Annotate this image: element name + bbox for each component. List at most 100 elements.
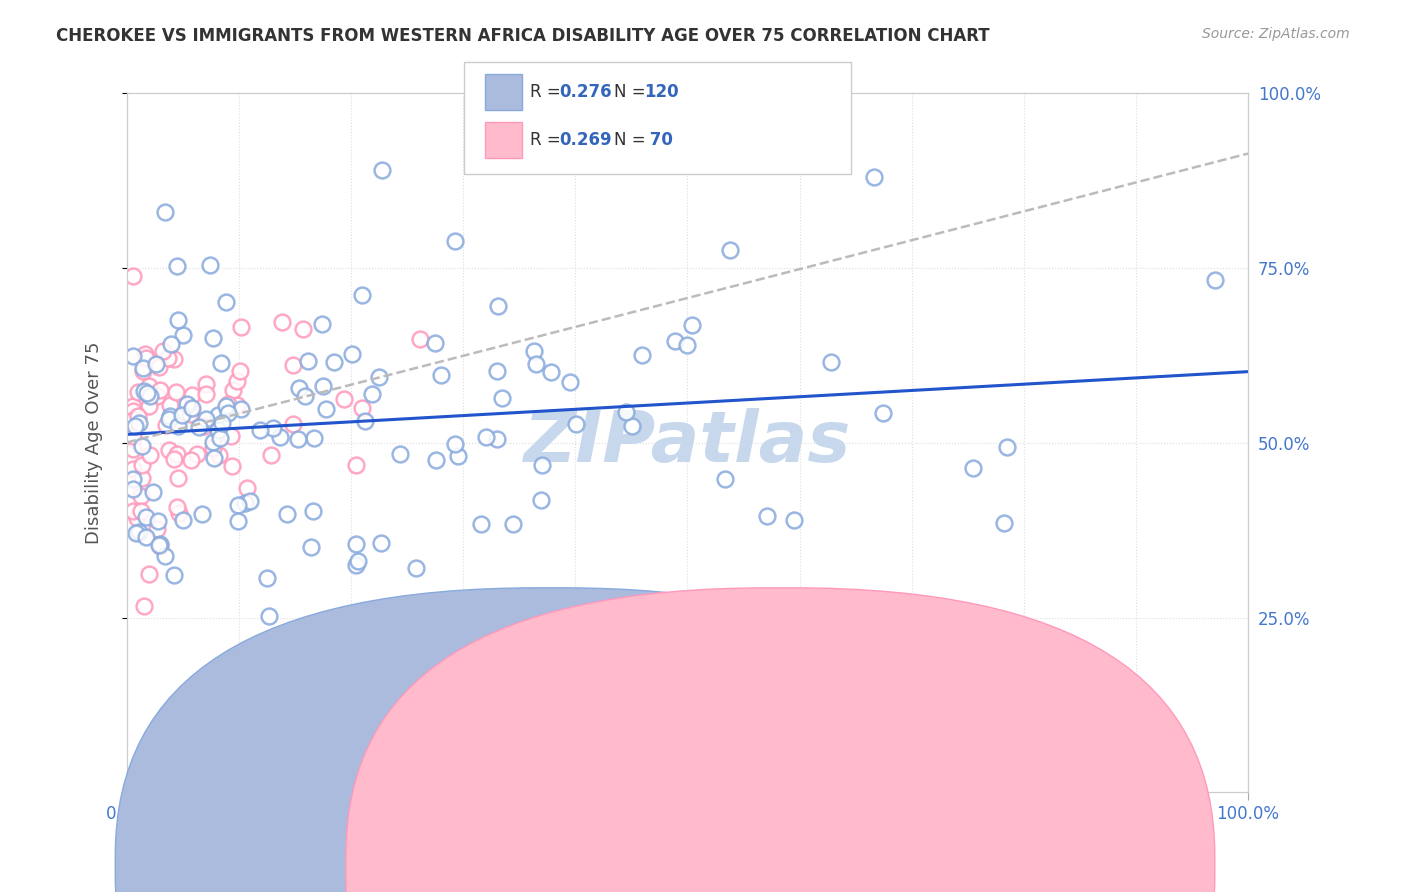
- Point: [209, 356, 232, 370]
- Point: [782, 512, 804, 526]
- Point: [446, 449, 468, 463]
- Point: [287, 381, 309, 395]
- Point: [233, 496, 256, 510]
- Point: [160, 337, 183, 351]
- Point: [281, 417, 304, 431]
- Point: [138, 448, 160, 462]
- Point: [146, 514, 169, 528]
- Point: [145, 357, 167, 371]
- Point: [165, 384, 187, 399]
- Point: [256, 571, 278, 585]
- Point: [155, 418, 177, 433]
- Point: [564, 417, 586, 431]
- Point: [444, 437, 467, 451]
- Point: [157, 442, 180, 457]
- Point: [128, 524, 150, 539]
- Point: [209, 431, 232, 445]
- Text: R =: R =: [530, 83, 567, 101]
- Point: [132, 361, 155, 376]
- Point: [281, 358, 304, 372]
- Point: [301, 504, 323, 518]
- Point: [131, 471, 153, 485]
- Point: [530, 492, 553, 507]
- Point: [166, 470, 188, 484]
- Point: [135, 509, 157, 524]
- Point: [429, 368, 451, 382]
- Point: [208, 448, 231, 462]
- Point: [167, 506, 190, 520]
- Point: [1204, 272, 1226, 286]
- Point: [122, 432, 145, 446]
- Point: [302, 431, 325, 445]
- Point: [194, 376, 217, 391]
- Point: [620, 418, 643, 433]
- Point: [215, 295, 238, 310]
- Point: [718, 243, 741, 257]
- Point: [820, 355, 842, 369]
- Point: [664, 334, 686, 349]
- Point: [299, 540, 322, 554]
- Point: [153, 205, 176, 219]
- Point: [131, 458, 153, 473]
- Point: [202, 450, 225, 465]
- Point: [540, 365, 562, 379]
- Point: [152, 343, 174, 358]
- Point: [163, 568, 186, 582]
- Point: [180, 401, 202, 416]
- Point: [523, 343, 546, 358]
- Text: Source: ZipAtlas.com: Source: ZipAtlas.com: [1202, 27, 1350, 41]
- Point: [344, 537, 367, 551]
- Point: [167, 313, 190, 327]
- Point: [388, 447, 411, 461]
- Point: [121, 413, 143, 427]
- Point: [315, 401, 337, 416]
- Point: [191, 508, 214, 522]
- Point: [138, 399, 160, 413]
- Point: [187, 419, 209, 434]
- Point: [122, 403, 145, 417]
- Point: [470, 517, 492, 532]
- Text: Immigrants from Western Africa: Immigrants from Western Africa: [799, 857, 1064, 875]
- Point: [121, 429, 143, 443]
- Point: [121, 442, 143, 456]
- Point: [202, 435, 225, 450]
- Point: [149, 537, 172, 551]
- Point: [166, 447, 188, 461]
- Point: [124, 419, 146, 434]
- Point: [367, 370, 389, 384]
- Point: [405, 561, 427, 575]
- Point: [128, 416, 150, 430]
- Point: [180, 388, 202, 402]
- Point: [995, 440, 1018, 454]
- Point: [322, 355, 344, 369]
- Point: [145, 388, 167, 402]
- Text: ZIPatlas: ZIPatlas: [524, 409, 851, 477]
- Point: [195, 387, 218, 401]
- Point: [676, 338, 699, 352]
- Point: [488, 299, 510, 313]
- Point: [217, 397, 239, 411]
- Point: [423, 336, 446, 351]
- Point: [682, 318, 704, 332]
- Point: [162, 452, 184, 467]
- Point: [121, 349, 143, 363]
- Point: [226, 498, 249, 512]
- Point: [122, 462, 145, 476]
- Point: [344, 458, 367, 472]
- Point: [259, 448, 281, 462]
- Point: [269, 430, 291, 444]
- Point: [121, 269, 143, 284]
- Point: [181, 401, 204, 415]
- Point: [231, 402, 253, 417]
- Point: [257, 608, 280, 623]
- Point: [202, 442, 225, 456]
- Point: [287, 433, 309, 447]
- Point: [530, 458, 553, 472]
- Point: [138, 566, 160, 581]
- Point: [145, 523, 167, 537]
- Point: [558, 375, 581, 389]
- Point: [239, 493, 262, 508]
- Point: [443, 234, 465, 248]
- Point: [221, 458, 243, 473]
- Point: [332, 392, 354, 407]
